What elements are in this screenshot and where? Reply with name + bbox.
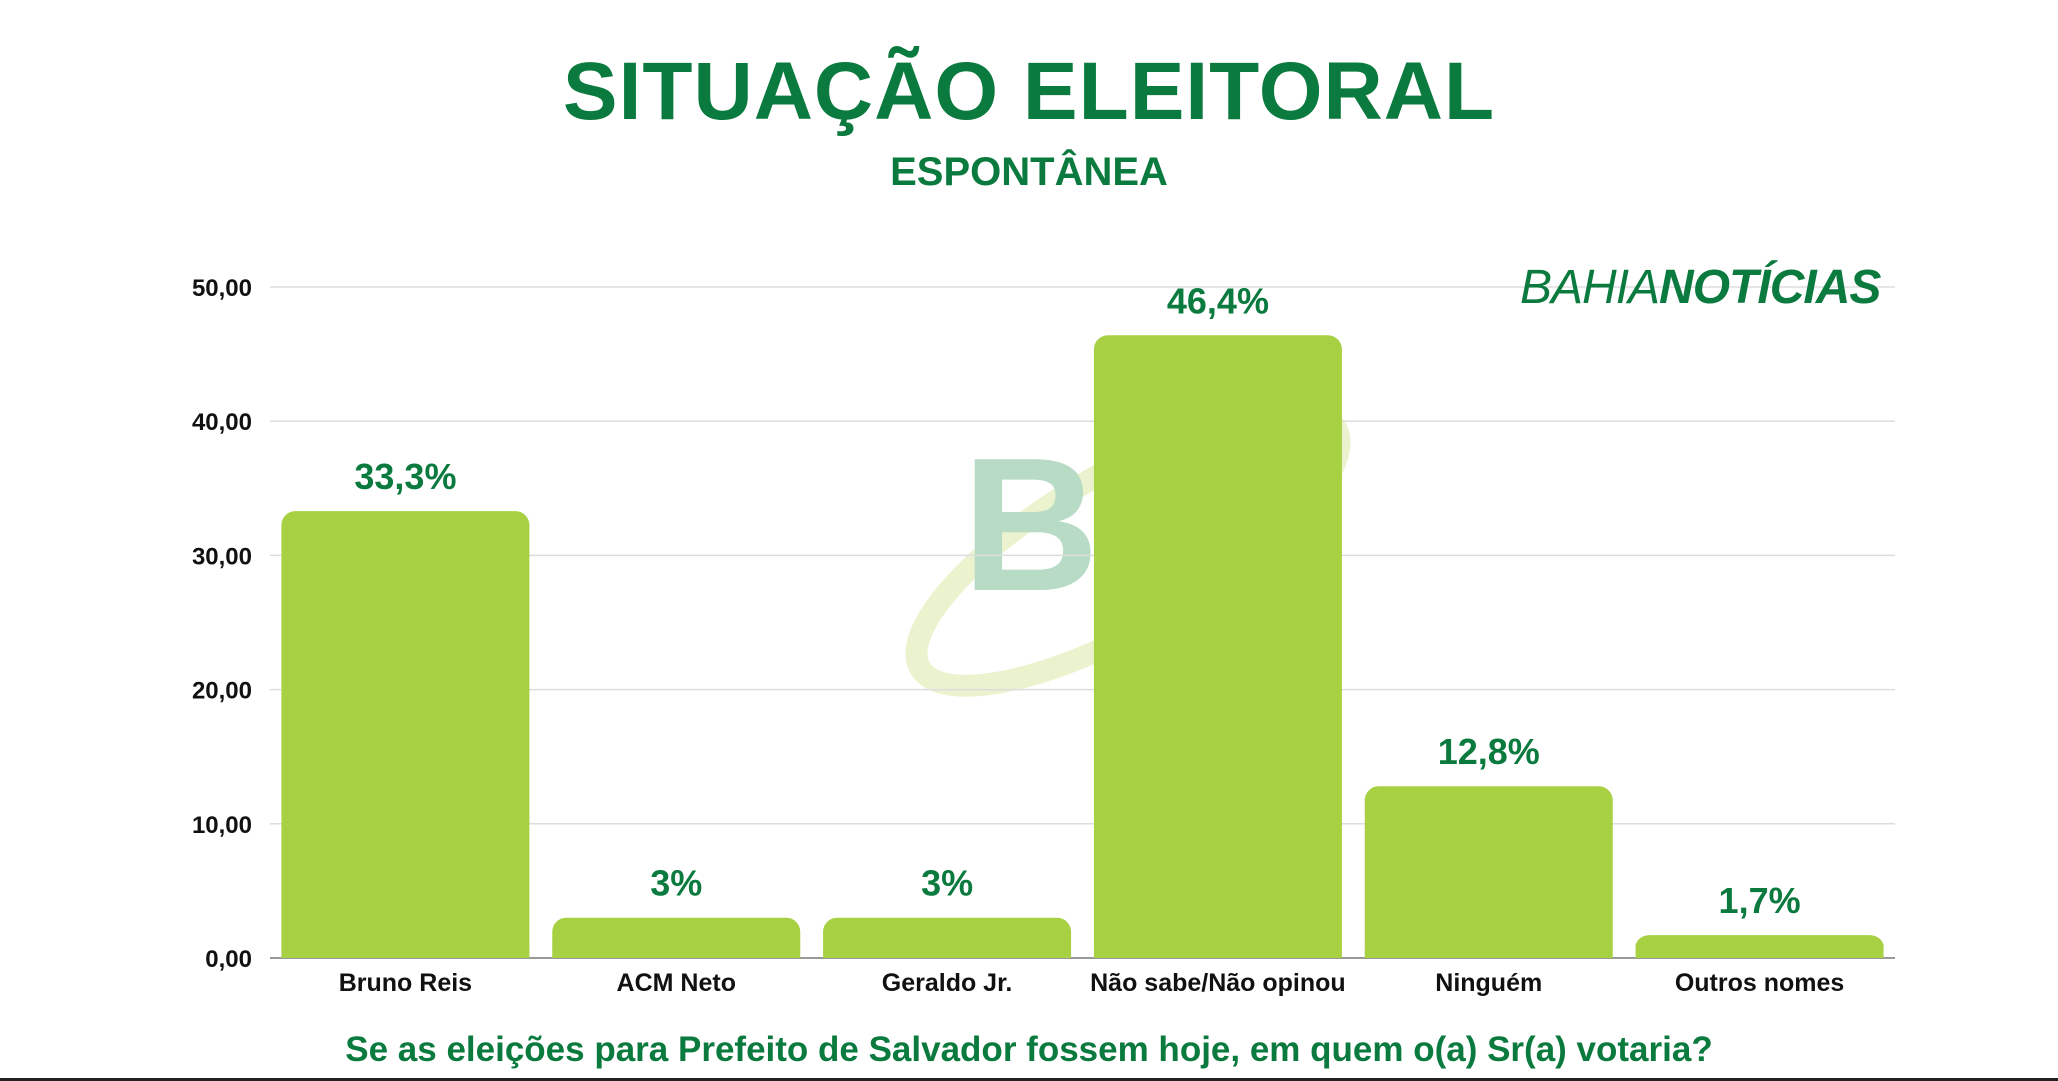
x-tick-label: ACM Neto xyxy=(617,969,736,997)
x-tick-label: Geraldo Jr. xyxy=(882,969,1013,997)
data-label: 1,7% xyxy=(1719,880,1801,921)
bar xyxy=(281,511,530,958)
x-tick-label: Bruno Reis xyxy=(339,969,472,997)
x-tick-label: Outros nomes xyxy=(1675,969,1844,997)
y-tick-label: 0,00 xyxy=(205,946,252,973)
data-label: 3% xyxy=(921,863,973,904)
bahia-noticias-logo: BAHIANOTÍCIAS xyxy=(1520,261,1881,314)
svg-text:B: B xyxy=(962,419,1099,631)
bar xyxy=(1364,786,1613,958)
bottom-divider xyxy=(0,1078,2058,1081)
data-label: 12,8% xyxy=(1438,731,1540,772)
bar-base xyxy=(1093,944,1342,958)
bar-base xyxy=(281,944,530,958)
y-tick-label: 40,00 xyxy=(192,409,252,436)
survey-question: Se as eleições para Prefeito de Salvador… xyxy=(345,1030,1713,1069)
y-tick-label: 30,00 xyxy=(192,543,252,570)
bar-base xyxy=(823,944,1072,958)
bar-base xyxy=(552,944,801,958)
x-tick-label: Não sabe/Não opinou xyxy=(1090,969,1346,997)
data-label: 3% xyxy=(650,863,702,904)
bar-base xyxy=(1635,944,1884,958)
bar-base xyxy=(1364,944,1613,958)
bar xyxy=(1093,335,1342,958)
y-tick-label: 20,00 xyxy=(192,678,252,705)
y-tick-label: 50,00 xyxy=(192,275,252,302)
chart-subtitle: ESPONTÂNEA xyxy=(890,150,1168,194)
data-label: 46,4% xyxy=(1167,280,1269,321)
x-tick-label: Ninguém xyxy=(1435,969,1542,997)
y-tick-label: 10,00 xyxy=(192,812,252,839)
data-label: 33,3% xyxy=(354,456,456,497)
chart-title: SITUAÇÃO ELEITORAL xyxy=(562,46,1496,137)
